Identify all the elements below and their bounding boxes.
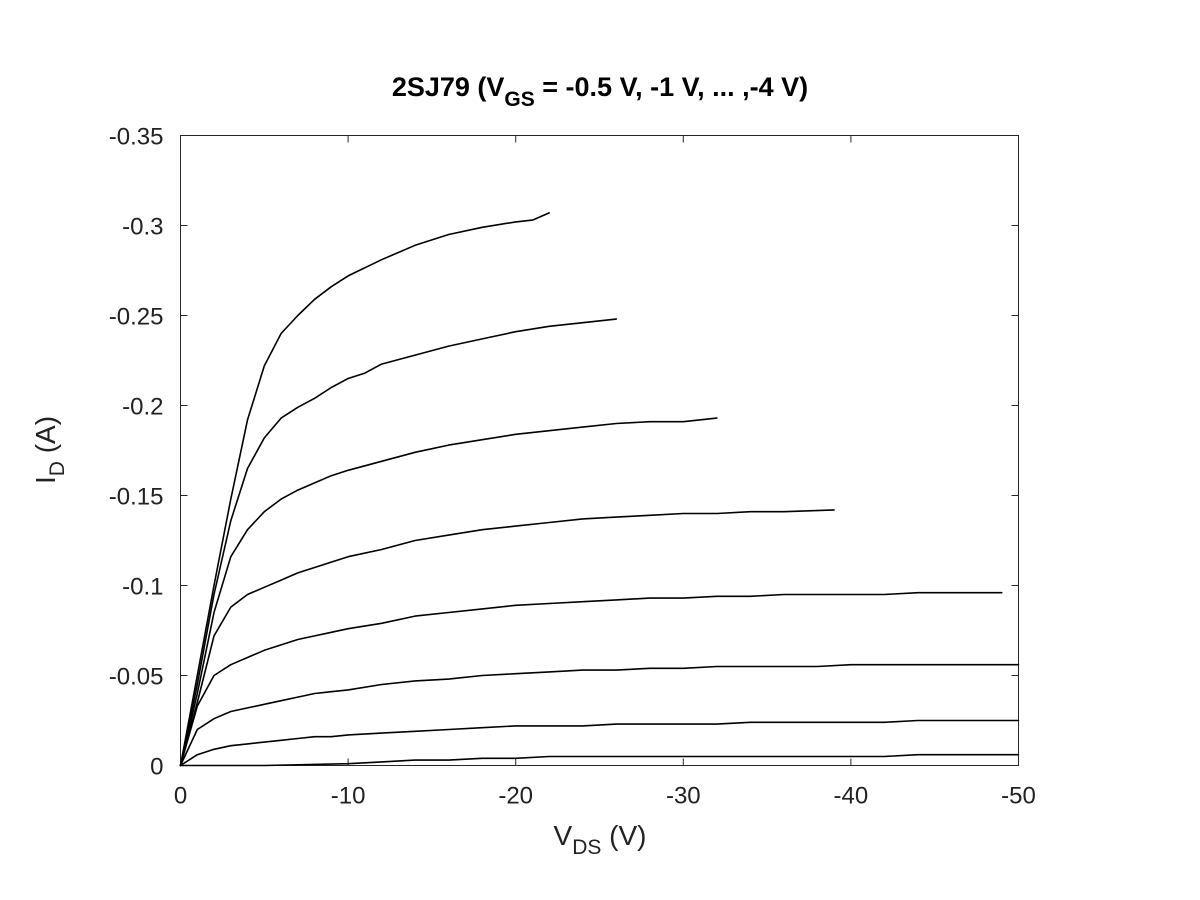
y-tick-label: -0.05: [109, 664, 164, 691]
series-line-2: [179, 318, 618, 767]
x-tick-label: -20: [498, 783, 533, 810]
series-line-8: [179, 753, 1020, 767]
x-tick-labels: 0 -10 -20 -30 -40 -50: [174, 783, 1036, 810]
series-line-7: [179, 719, 1020, 767]
y-tick-labels: 0 -0.05 -0.1 -0.15 -0.2 -0.25 -0.3 -0.35: [109, 124, 164, 781]
x-axis-label-subscript: DS: [572, 836, 601, 859]
series-line-4: [179, 509, 835, 767]
y-tick-label: -0.15: [109, 484, 164, 511]
series-line-3: [179, 417, 718, 767]
plot-frame: [180, 135, 1019, 766]
y-tick-label: -0.25: [109, 304, 164, 331]
data-series: [179, 212, 1020, 767]
y-tick-label: 0: [150, 754, 163, 781]
chart-title: 2SJ79 (VGS = -0.5 V, -1 V, ... ,-4 V): [392, 72, 808, 111]
x-tick-label: -30: [666, 783, 701, 810]
y-tick-label: -0.3: [122, 214, 163, 241]
y-tick-label: -0.35: [109, 124, 164, 151]
series-line-1: [179, 212, 551, 767]
y-axis-label: ID (A): [30, 416, 69, 484]
x-axis-label: VDS (V): [554, 820, 647, 859]
series-line-5: [179, 591, 1003, 767]
x-tick-label: 0: [174, 783, 187, 810]
x-tick-label: -40: [834, 783, 869, 810]
y-axis-label-subscript: D: [46, 461, 69, 476]
y-tick-label: -0.2: [122, 394, 163, 421]
series-line-6: [179, 663, 1020, 767]
y-tick-label: -0.1: [122, 574, 163, 601]
chart-title-subscript: GS: [504, 88, 534, 111]
x-tick-label: -50: [1001, 783, 1036, 810]
x-tick-label: -10: [331, 783, 366, 810]
